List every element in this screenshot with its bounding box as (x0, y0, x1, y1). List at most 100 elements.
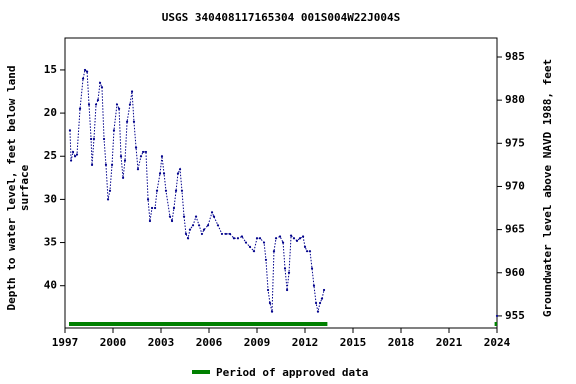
x-tick-label: 2003 (148, 336, 175, 349)
data-point (119, 155, 123, 158)
data-point (130, 90, 134, 93)
data-point (295, 239, 299, 242)
data-point (125, 120, 129, 123)
y2-tick-label: 980 (505, 93, 525, 106)
y2-tick-label: 975 (505, 136, 525, 149)
data-point (224, 232, 228, 236)
data-point (96, 99, 100, 102)
data-point (160, 155, 164, 158)
data-point (312, 284, 316, 287)
chart-title: USGS 340408117165304 001S004W22J004S (162, 11, 400, 24)
data-point (89, 137, 93, 141)
legend-label: Period of approved data (216, 366, 368, 379)
data-point (150, 206, 154, 210)
data-point (87, 103, 91, 106)
data-point (117, 107, 121, 110)
x-tick-label: 2012 (292, 336, 319, 349)
data-point (100, 86, 104, 89)
data-point (262, 241, 266, 244)
data-point (106, 198, 110, 201)
data-point (258, 237, 262, 240)
data-point (81, 77, 85, 80)
data-point (144, 150, 148, 154)
data-point (104, 163, 108, 166)
data-point (314, 301, 318, 305)
data-point (305, 250, 309, 253)
x-tick-label: 2018 (388, 336, 415, 349)
data-point (168, 215, 172, 218)
y-axis-label: surface (18, 164, 31, 211)
data-point (320, 297, 324, 300)
data-point (141, 150, 145, 154)
data-point (318, 301, 322, 305)
y-tick-label: 25 (44, 149, 57, 162)
data-point (216, 224, 220, 227)
data-point (188, 228, 192, 231)
data-point (108, 189, 112, 192)
data-point (172, 206, 176, 210)
data-point (197, 224, 201, 227)
data-point (94, 103, 98, 106)
data-point (155, 189, 159, 192)
data-point (310, 267, 314, 270)
data-point (264, 258, 268, 261)
x-tick-label: 2009 (244, 336, 271, 349)
data-point (194, 215, 198, 218)
data-point (121, 176, 125, 179)
data-point (123, 159, 127, 162)
data-point (110, 163, 114, 166)
plot-frame (64, 37, 498, 329)
data-point (180, 189, 184, 192)
data-point (90, 163, 94, 166)
data-point (303, 245, 307, 248)
data-point (301, 235, 305, 238)
x-tick-label: 1997 (52, 336, 79, 349)
data-point (236, 237, 240, 240)
data-point (292, 237, 296, 240)
data-point (153, 206, 157, 210)
data-point (210, 211, 214, 214)
data-point (148, 219, 152, 223)
data-point (495, 314, 499, 318)
data-point (322, 288, 326, 292)
y-tick-label: 35 (44, 236, 57, 249)
y2-tick-label: 965 (505, 223, 525, 236)
data-point (139, 155, 143, 158)
data-point (78, 107, 82, 110)
data-point (252, 250, 256, 253)
data-point (274, 237, 278, 240)
y2-tick-label: 970 (505, 179, 525, 192)
data-point (146, 198, 150, 201)
data-point (128, 103, 132, 106)
data-point (289, 234, 293, 237)
data-point (278, 235, 282, 238)
data-point (283, 267, 287, 270)
x-tick-label: 2015 (340, 336, 367, 349)
y2-axis-label: Groundwater level above NAVD 1988, feet (541, 59, 554, 317)
x-tick-label: 2000 (100, 336, 127, 349)
data-point (68, 129, 72, 132)
data-point (71, 150, 75, 154)
data-point (134, 146, 138, 149)
data-point (85, 70, 89, 73)
data-point (102, 137, 106, 141)
data-point (191, 224, 195, 227)
data-point (255, 237, 259, 240)
x-tick-label: 2006 (196, 336, 223, 349)
y2-tick-label: 955 (505, 309, 525, 322)
data-point (220, 232, 224, 236)
data-point (285, 288, 289, 292)
data-point (182, 215, 186, 218)
data-point (200, 232, 204, 236)
data-point (158, 172, 162, 175)
data-point (268, 301, 272, 305)
y-tick-label: 30 (44, 192, 57, 205)
data-point (184, 232, 188, 236)
data-point (174, 189, 178, 192)
data-point (112, 129, 116, 132)
y2-tick-label: 985 (505, 50, 525, 63)
data-point (287, 271, 291, 274)
data-point (178, 168, 182, 171)
data-point (136, 168, 140, 171)
